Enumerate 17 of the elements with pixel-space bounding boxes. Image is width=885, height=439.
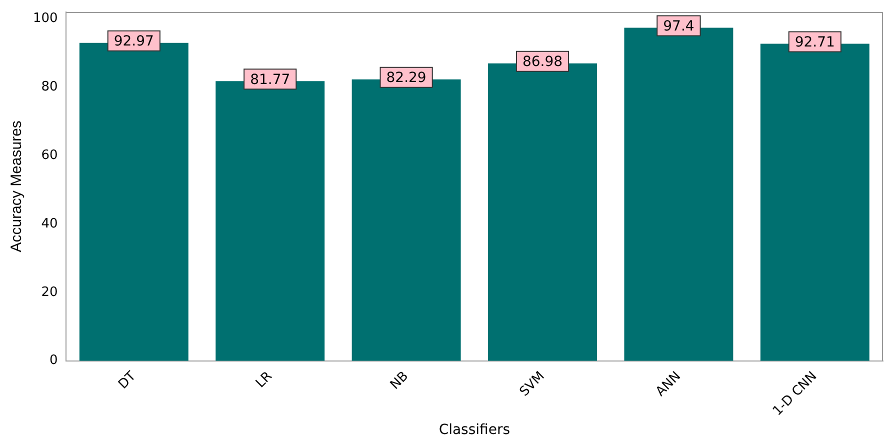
y-axis-title: Accuracy Measures xyxy=(8,120,26,252)
data-label: 81.77 xyxy=(250,72,290,88)
data-label: 92.71 xyxy=(794,34,835,50)
y-tick-label: 100 xyxy=(32,11,58,26)
x-tick-label: DT xyxy=(116,368,140,392)
y-tick-label: 60 xyxy=(41,148,58,164)
y-tick-label: 40 xyxy=(41,216,58,232)
y-tick-label: 20 xyxy=(41,284,58,300)
x-tick-label: LR xyxy=(253,368,276,392)
x-tick-label: NB xyxy=(388,368,412,393)
y-tick-label: 0 xyxy=(50,353,58,368)
x-axis-title: Classifiers xyxy=(438,422,510,438)
data-label: 82.29 xyxy=(386,70,426,86)
data-label: 97.4 xyxy=(663,18,694,34)
data-label: 86.98 xyxy=(522,54,563,70)
y-tick-label: 80 xyxy=(41,80,58,95)
data-label: 92.97 xyxy=(114,34,154,50)
